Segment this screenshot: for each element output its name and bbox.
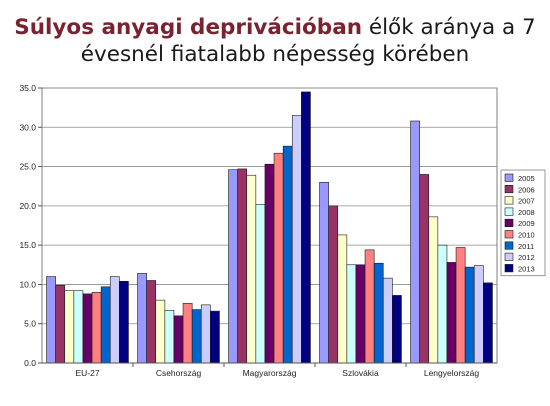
bar-2011 [464,266,475,364]
bar-2009 [173,315,184,364]
legend-label-2007: 2007 [518,197,535,206]
y-tick-label: 20.0 [19,201,36,211]
bar-2008 [255,203,266,364]
bar-2008 [437,244,448,364]
bar-2012 [382,277,393,364]
legend-swatch-2006 [504,185,514,194]
legend-swatch-2005 [504,173,514,182]
y-tick-label: 10.0 [19,279,36,289]
bar-2007 [428,216,439,364]
chart-title: Súlyos anyagi deprivációban élők aránya … [0,14,550,68]
legend-swatch-2007 [504,196,514,205]
x-category-label: EU-27 [75,368,99,378]
bar-2013 [392,295,402,364]
bar-2008 [164,310,175,364]
bar-2010 [273,152,284,364]
legend-label-2009: 2009 [518,219,535,228]
bar-2007 [246,174,257,364]
y-tick-label: 35.0 [19,83,36,93]
bar-2006 [237,168,248,364]
y-tick-label: 25.0 [19,162,36,172]
bar-2005 [46,276,56,364]
bar-2006 [55,284,66,364]
bar-2011 [191,309,202,364]
bar-2010 [91,291,102,364]
bar-2009 [82,293,93,364]
legend-label-2011: 2011 [518,242,534,251]
legend-label-2005: 2005 [518,174,535,183]
bar-2012 [291,115,302,364]
legend-swatch-2009 [504,218,514,227]
bar-2012 [200,304,211,364]
bar-2012 [109,276,120,364]
y-tick-label: 30.0 [19,122,36,132]
bar-2013 [119,280,129,364]
bar-2005 [228,169,238,364]
bar-2005 [410,120,420,364]
bar-2009 [355,264,366,364]
title-line2: évesnél fiatalabb népesség körében [80,42,470,67]
legend-swatch-2012 [504,252,514,261]
bar-2013 [301,91,311,364]
bar-2005 [319,181,329,364]
y-tick-label: 15.0 [19,240,36,250]
legend-label-2012: 2012 [518,253,535,262]
bar-2010 [455,247,466,364]
bar-2011 [100,286,111,364]
bar-2009 [264,163,275,364]
legend-swatch-2010 [504,230,514,239]
title-highlight: Súlyos anyagi deprivációban [14,15,363,40]
legend-label-2013: 2013 [518,264,535,273]
bar-2007 [64,290,75,364]
bar-2009 [446,262,457,364]
bar-2008 [346,264,357,364]
bar-2011 [282,145,293,364]
bar-2008 [73,290,84,364]
y-tick-label: 0.0 [24,358,36,368]
bar-2006 [419,174,430,364]
bar-2006 [328,205,339,364]
bar-2007 [337,234,348,364]
x-category-label: Csehország [156,368,202,378]
bar-2010 [364,249,375,364]
bar-2013 [483,282,493,364]
legend-label-2006: 2006 [518,185,535,194]
x-category-label: Lengyelország [424,368,480,378]
bar-2007 [155,299,166,364]
bar-2010 [182,302,193,364]
title-rest-line1: élők aránya a 7 [362,15,536,40]
x-category-label: Szlovákia [342,368,379,378]
bar-2013 [210,310,220,364]
y-tick-label: 5.0 [24,319,36,329]
legend-swatch-2011 [504,241,514,250]
legend-swatch-2008 [504,207,514,216]
bar-2011 [373,262,384,364]
legend-label-2008: 2008 [518,208,535,217]
legend-label-2010: 2010 [518,231,535,240]
bar-2006 [146,280,157,364]
legend-swatch-2013 [504,264,514,273]
bar-2012 [473,265,484,364]
bar-2005 [137,273,147,364]
x-category-label: Magyarország [243,368,297,378]
